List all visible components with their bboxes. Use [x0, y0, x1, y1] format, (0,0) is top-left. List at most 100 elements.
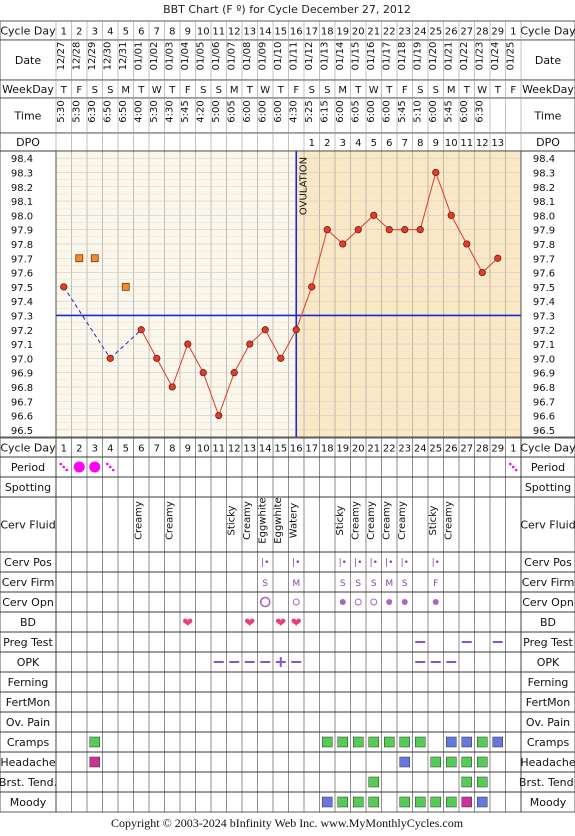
- cycle_day-cell: 11: [212, 27, 225, 38]
- time-cell: 6:50: [102, 100, 113, 122]
- row-label-preg_test-right: Preg Test: [523, 636, 573, 649]
- dpo-cell: 8: [417, 138, 423, 149]
- y-tick-label-right: 97.7: [533, 254, 555, 265]
- cerv-pos-cell: |•: [432, 558, 440, 568]
- weekday-cell: M: [230, 85, 239, 96]
- cerv-firm-cell: M: [385, 579, 393, 589]
- cerv-pos-cell: |•: [370, 558, 378, 568]
- row-label-cerv_opn-left: Cerv Opn: [2, 596, 54, 609]
- cycle_day-cell: 26: [445, 27, 458, 38]
- cycle-day-cell: 26: [445, 444, 458, 455]
- temp-point: [478, 268, 486, 277]
- weekday-cell: T: [354, 85, 362, 96]
- ovulation-label: OVULATION: [298, 157, 309, 215]
- discarded-temp-point: [75, 254, 84, 263]
- cerv-open-small-icon: [370, 598, 378, 606]
- row-label-period-right: Period: [531, 461, 565, 474]
- period-spotting-marker: [111, 468, 115, 472]
- copyright-footer: Copyright © 2003-2024 bInfinity Web Inc.…: [111, 816, 464, 830]
- time-cell: 6:00: [257, 100, 268, 122]
- chart-border: [0, 150, 575, 438]
- cycle_day-cell: 16: [290, 27, 303, 38]
- period-spotting-marker: [108, 465, 112, 469]
- cerv-open-small-icon: [292, 598, 300, 606]
- y-tick-label-right: 97.5: [533, 283, 555, 294]
- cycle_day-cell: 6: [138, 27, 144, 38]
- cycle_day-cell: 27: [460, 27, 473, 38]
- row-label-moody-left: Moody: [10, 796, 47, 809]
- y-tick-label-right: 96.7: [533, 397, 555, 408]
- row-label-weekday-right: WeekDay: [522, 83, 574, 96]
- period-spotting-marker: [65, 468, 69, 472]
- time-cell: 4:20: [195, 100, 206, 122]
- temp-point: [261, 326, 269, 334]
- temp-point: [416, 226, 424, 234]
- cycle_day-cell: 13: [243, 27, 256, 38]
- weekday-cell: W: [477, 85, 487, 96]
- dpo-cell: 3: [340, 138, 346, 149]
- cycle_day-cell: 9: [185, 27, 191, 38]
- dpo-cell: 1: [309, 138, 315, 149]
- row-label-cramps-right: Cramps: [527, 736, 570, 749]
- row-label-spotting-right: Spotting: [525, 481, 571, 494]
- y-tick-label-left: 96.5: [11, 426, 33, 437]
- cycle-day-cell: 2: [76, 444, 82, 455]
- weekday-cell: T: [60, 85, 68, 96]
- headache-marker: [399, 756, 410, 768]
- y-tick-label-right: 97.0: [533, 354, 555, 365]
- moody-marker: [430, 796, 441, 808]
- y-tick-label-left: 97.9: [11, 226, 33, 237]
- row-label-cycle_day-left: Cycle Day: [0, 442, 56, 455]
- weekday-cell: W: [152, 85, 162, 96]
- date-cell: 01/09: [257, 42, 268, 71]
- heart-icon: ❤: [275, 616, 286, 631]
- cycle_day-cell: 22: [383, 27, 396, 38]
- time-cell: 5:30: [149, 100, 160, 122]
- date-cell: 01/05: [195, 42, 206, 71]
- cerv-firm-cell: M: [292, 579, 300, 589]
- cerv-fluid-cell: Sticky: [335, 505, 346, 535]
- temp-point: [137, 326, 145, 334]
- cycle-day-cell: 11: [212, 444, 225, 455]
- weekday-cell: T: [463, 85, 471, 96]
- date-cell: 01/04: [180, 42, 191, 71]
- cycle_day-cell: 25: [429, 27, 442, 38]
- row-label-spotting-left: Spotting: [5, 481, 51, 494]
- row-label-fertmon-left: FertMon: [6, 696, 51, 709]
- temp-line-segment: [435, 172, 452, 216]
- date-cell: 01/01: [133, 42, 144, 71]
- dpo-cell: 5: [371, 138, 377, 149]
- moody-marker: [415, 796, 426, 808]
- period-spotting-marker: [511, 465, 515, 469]
- row-label-cerv_firm-left: Cerv Firm: [2, 576, 55, 589]
- date-cell: 01/15: [350, 42, 361, 71]
- cycle_day-cell: 5: [123, 27, 129, 38]
- cycle_day-cell: 10: [197, 27, 210, 38]
- temp-line-segment: [233, 343, 251, 373]
- date-cell: 12/30: [102, 42, 113, 71]
- cycle-day-cell: 4: [107, 444, 113, 455]
- cerv-pos-cell: |•: [339, 558, 347, 568]
- cycle_day-cell: 14: [259, 27, 272, 38]
- temp-point: [153, 354, 161, 362]
- cramps-marker: [492, 736, 503, 748]
- cerv-open-large-icon: [259, 596, 271, 608]
- cycle_day-cell: 29: [491, 27, 504, 38]
- temp-point: [168, 383, 176, 391]
- row-label-opk-left: OPK: [17, 656, 40, 669]
- cerv-pos-cell: |•: [354, 558, 362, 568]
- cycle_day-cell: 20: [352, 27, 365, 38]
- date-cell: 01/07: [226, 42, 237, 71]
- cerv-open-medium-icon: [401, 599, 408, 605]
- temp-point: [401, 226, 409, 234]
- cerv-firm-cell: S: [355, 579, 361, 589]
- cycle-day-cell: 13: [243, 444, 256, 455]
- cycle_day-cell: 23: [398, 27, 411, 38]
- moody-marker: [461, 796, 472, 808]
- row-label-ferning-left: Ferning: [8, 676, 49, 689]
- row-label-weekday-left: WeekDay: [2, 83, 54, 96]
- cycle-day-cell: 12: [228, 444, 241, 455]
- row-label-cerv_fluid-left: Cerv Fluid: [0, 519, 55, 532]
- cerv-fluid-cell: Eggwhite: [257, 497, 268, 543]
- header-row-date: [0, 39, 575, 81]
